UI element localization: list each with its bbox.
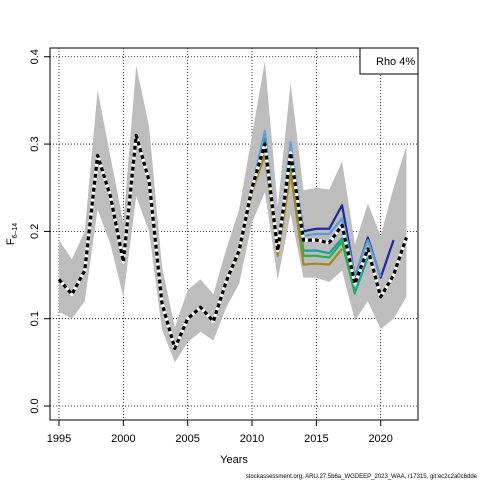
y-tick-label-1: 0.1 (29, 311, 41, 326)
series-lines (57, 129, 408, 350)
series-line-5 (57, 133, 408, 350)
x-tick-label-1995: 1995 (47, 433, 71, 445)
y-tick-label-3: 0.3 (29, 136, 41, 151)
x-tick-label-2010: 2010 (240, 433, 264, 445)
legend-label: Rho 4% (376, 56, 415, 68)
y-tick-label-4: 0.4 (29, 49, 41, 64)
y-axis-title: F6–14 (5, 223, 19, 245)
confidence-band (59, 61, 407, 363)
confidence-band-area (59, 61, 407, 363)
x-axis: 1995 2000 2005 2010 2015 2020 (47, 420, 393, 445)
svg-text:F6–14: F6–14 (5, 223, 19, 245)
x-tick-label-2015: 2015 (304, 433, 328, 445)
x-axis-title: Years (220, 454, 248, 466)
x-tick-label-2020: 2020 (368, 433, 392, 445)
legend: Rho 4% (359, 47, 419, 75)
x-tick-label-2005: 2005 (175, 433, 199, 445)
y-axis-title-main: F (5, 238, 17, 245)
y-tick-label-2: 0.2 (29, 224, 41, 239)
y-axis: 0.0 0.1 0.2 0.3 0.4 (29, 49, 50, 414)
footer-credit: stockassessment.org, ARU.27.5b6a_WGDEEP_… (246, 474, 478, 480)
y-axis-title-subscript: 6–14 (12, 223, 19, 239)
legend-box (359, 47, 419, 75)
y-tick-label-0: 0.0 (29, 398, 41, 413)
x-tick-label-2000: 2000 (111, 433, 135, 445)
plot-frame (49, 47, 419, 421)
